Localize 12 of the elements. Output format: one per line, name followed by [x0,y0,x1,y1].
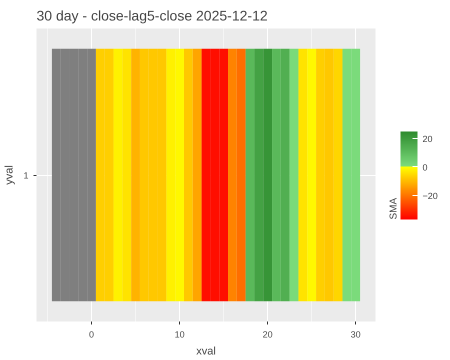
color-bar-label: −20 [422,190,438,201]
color-bar-label: 0 [422,162,428,172]
chart-title: 30 day - close-lag5-close 2025-12-12 [36,8,268,24]
x-tick-label: 20 [262,330,273,340]
y-axis-title: yval [3,165,16,185]
x-tick-label: 10 [174,330,185,340]
color-bar-label: 20 [422,134,433,144]
x-tick-label: 30 [350,330,361,340]
x-tick-label: 0 [89,330,94,340]
x-axis-title: xval [196,346,216,358]
color-bar-title: SMA [388,198,400,220]
y-tick-label: 1 [23,170,29,180]
